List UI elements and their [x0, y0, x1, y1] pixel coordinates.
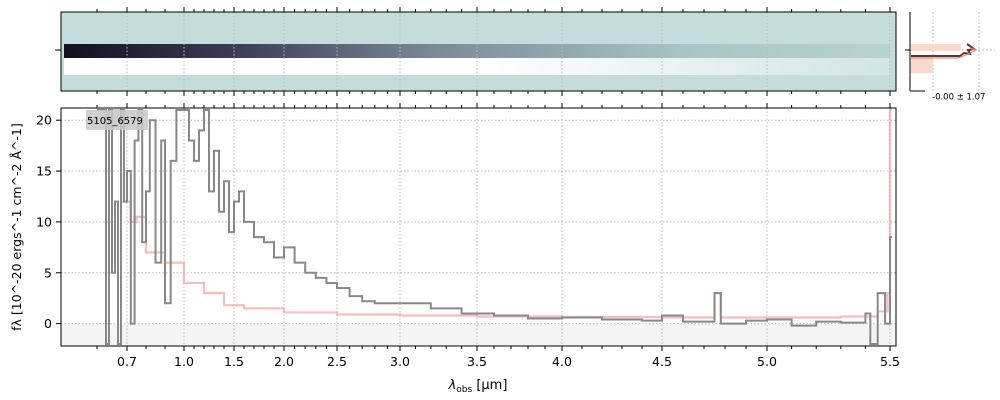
x-tick-label: 5.0: [757, 354, 777, 369]
spectrum-2d-trace-lower: [64, 58, 890, 75]
x-tick-label: 2.0: [274, 354, 294, 369]
x-tick-label: 4.5: [652, 354, 672, 369]
spectrum-2d-panel: [55, 11, 897, 92]
profile-data-line: [911, 43, 977, 57]
profile-model-line: [911, 47, 978, 59]
profile-panel: -0.00 ± 1.07: [905, 12, 995, 103]
x-tick-label: 1.0: [174, 354, 194, 369]
y-tick-label: 0: [44, 316, 52, 331]
x-tick-label: 3.5: [467, 354, 487, 369]
x-tick-label: 5.5: [880, 354, 900, 369]
data-spectrum-line: [97, 109, 892, 345]
zero-band: [61, 324, 896, 346]
x-axis-label-symbol: λ: [448, 378, 457, 393]
y-tick-label: 15: [36, 164, 52, 179]
x-tick-label: 3.0: [390, 354, 410, 369]
profile-model-upper: [911, 44, 961, 51]
x-axis-label-sub: obs: [456, 385, 472, 395]
y-tick-label: 10: [36, 214, 52, 229]
y-tick-label: 5: [44, 265, 52, 280]
x-tick-label: 1.5: [224, 354, 244, 369]
x-tick-label: 2.5: [327, 354, 347, 369]
spectrum-1d-frame: [60, 107, 897, 347]
x-tick-label: 4.0: [552, 354, 572, 369]
x-axis-label: λobs [μm]: [448, 378, 508, 395]
object-label-box: [86, 110, 148, 130]
x-axis-label-unit: [μm]: [472, 378, 507, 393]
spectrum-1d-panel: 5105_6579 0.7 1.0 1.5 2.0 2.5 3.0 3.5 4.0 4.5 5.0…: [9, 7, 900, 395]
y-tick-label: 20: [36, 113, 52, 128]
y-axis-label: fλ [10^-20 ergs^-1 cm^-2 Å^-1]: [9, 123, 24, 331]
object-label: 5105_6579: [87, 116, 143, 127]
profile-model-lower: [911, 56, 933, 73]
profile-stat-label: -0.00 ± 1.07: [932, 93, 985, 103]
spectrum-2d-frame: [60, 11, 897, 92]
x-tick-label: 0.7: [117, 354, 137, 369]
